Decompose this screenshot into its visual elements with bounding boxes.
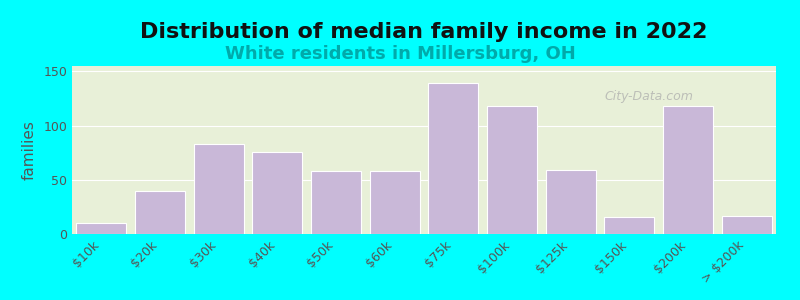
- Bar: [722, 216, 771, 234]
- Bar: [194, 144, 243, 234]
- Bar: [487, 106, 537, 234]
- Bar: [135, 190, 185, 234]
- Bar: [605, 217, 654, 234]
- Bar: [546, 170, 595, 234]
- Text: White residents in Millersburg, OH: White residents in Millersburg, OH: [225, 45, 575, 63]
- Bar: [429, 83, 478, 234]
- Bar: [663, 106, 713, 234]
- Bar: [370, 171, 419, 234]
- Bar: [77, 223, 126, 234]
- Text: City-Data.com: City-Data.com: [605, 90, 694, 103]
- Title: Distribution of median family income in 2022: Distribution of median family income in …: [140, 22, 708, 42]
- Bar: [253, 152, 302, 234]
- Y-axis label: families: families: [22, 120, 36, 180]
- Bar: [311, 171, 361, 234]
